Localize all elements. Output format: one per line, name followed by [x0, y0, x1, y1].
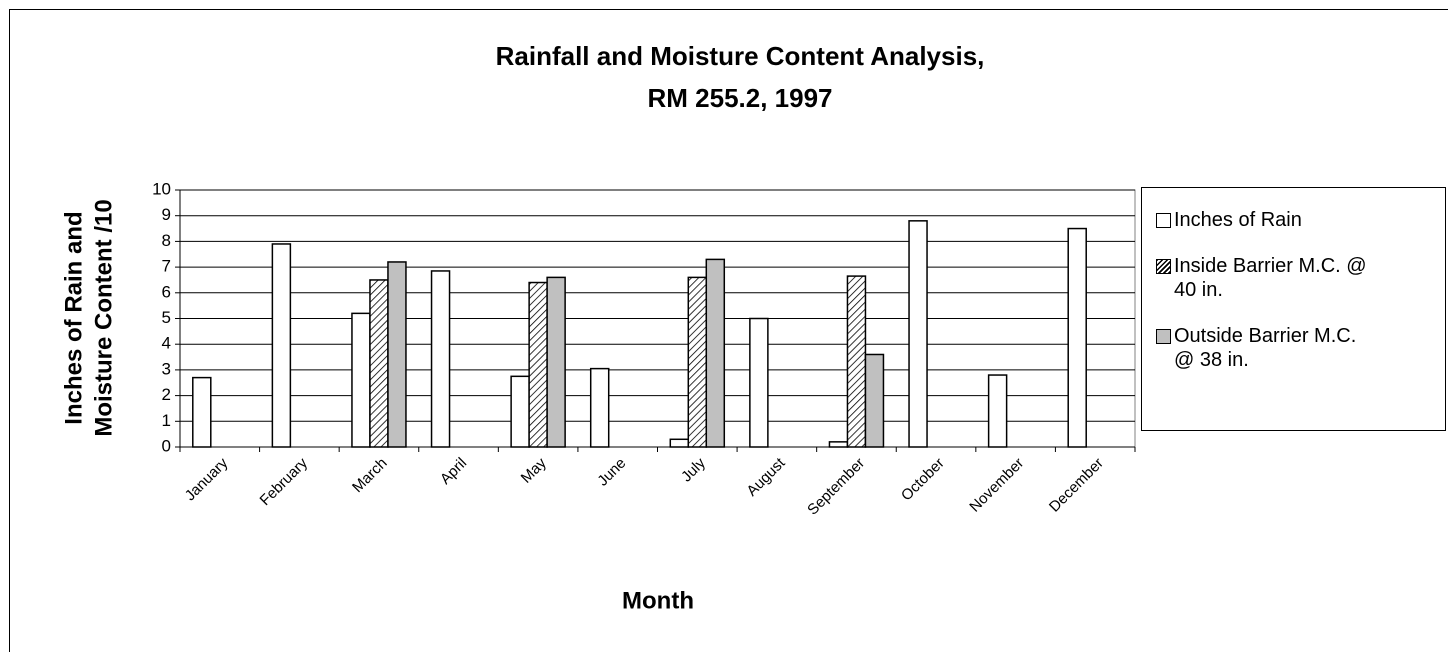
legend: Inches of Rain Inside Barrier M.C. @ 40 i… [1141, 187, 1446, 431]
x-tick-label: January [182, 454, 232, 504]
x-tick-label: February [257, 454, 312, 509]
bar [749, 317, 769, 448]
bar [510, 375, 530, 448]
y-tick-label: 3 [162, 359, 171, 378]
y-tick-label: 6 [162, 282, 171, 301]
legend-label: Outside Barrier M.C. @ 38 in. [1174, 325, 1357, 371]
y-tick-label: 10 [152, 179, 171, 198]
x-tick-label: August [743, 454, 789, 500]
bar [589, 367, 610, 448]
legend-swatch [1156, 329, 1171, 344]
bar [1067, 227, 1087, 448]
legend-item: Outside Barrier M.C. @ 38 in. [1156, 324, 1445, 372]
x-tick-label: November [966, 455, 1027, 516]
bar [864, 353, 885, 448]
y-axis-label: Moisture Content /10 [90, 199, 117, 436]
bar [430, 270, 451, 448]
x-tick-label: December [1046, 455, 1107, 516]
y-tick-label: 0 [162, 436, 171, 455]
bar [369, 279, 389, 448]
y-tick-label: 1 [162, 411, 171, 430]
x-tick-label: June [594, 455, 629, 490]
legend-label: Inside Barrier M.C. @ 40 in. [1174, 255, 1367, 301]
frame [9, 9, 1448, 652]
bar [687, 276, 708, 448]
y-tick-label: 2 [162, 385, 171, 404]
x-tick-label: March [349, 455, 390, 496]
x-tick-label: April [437, 455, 470, 488]
legend-item: Inches of Rain [1156, 208, 1445, 232]
bar [271, 243, 292, 448]
legend-item: Inside Barrier M.C. @ 40 in. [1156, 254, 1445, 302]
legend-label: Inches of Rain [1174, 209, 1302, 231]
y-tick-label: 9 [162, 205, 171, 224]
bar [528, 281, 548, 448]
chart-title: Rainfall and Moisture Content Analysis, [496, 41, 985, 71]
y-tick-label: 4 [162, 334, 171, 353]
bar [351, 312, 371, 448]
chart-title: RM 255.2, 1997 [647, 83, 832, 113]
x-tick-label: July [678, 454, 709, 485]
bar [828, 441, 849, 448]
legend-swatch [1156, 213, 1171, 228]
bar [987, 374, 1008, 448]
x-axis-label: Month [622, 587, 694, 614]
bar [387, 261, 407, 448]
bar [546, 276, 566, 448]
bar [705, 258, 726, 448]
y-tick-label: 5 [162, 308, 171, 327]
legend-swatch [1156, 259, 1171, 274]
bar [846, 275, 867, 448]
x-tick-label: September [804, 455, 868, 519]
bar [192, 376, 212, 448]
y-tick-label: 7 [162, 257, 171, 276]
bar [669, 438, 690, 448]
y-tick-label: 8 [162, 231, 171, 250]
y-axis-label: Inches of Rain and [60, 211, 87, 424]
bar [908, 220, 928, 448]
x-tick-label: October [898, 455, 948, 505]
x-tick-label: May [518, 454, 550, 486]
